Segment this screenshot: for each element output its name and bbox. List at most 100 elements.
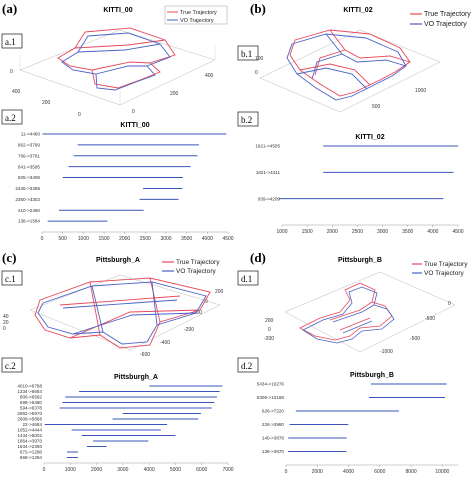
plot3d-d-tick-5: -1000 <box>380 349 393 355</box>
panel-a1-label: a.1 <box>5 37 16 47</box>
category-label: 4010->6788 <box>17 384 42 389</box>
panel-d-label: (d) <box>250 250 266 265</box>
panel-c2-label: c.2 <box>5 361 16 371</box>
category-label: 2445->3396 <box>15 186 40 191</box>
plot3d-a-floor <box>19 29 216 106</box>
category-label: 2360->3302 <box>15 197 40 202</box>
x-tick-label: 2500 <box>352 229 363 235</box>
category-label: 641->3595 <box>18 164 41 169</box>
plot3d-a-tick-6: 200 <box>170 91 179 97</box>
bar-chart-d: Pittsburgh_B 0 2000 4000 6000 8000 10000 5434->… <box>257 372 458 475</box>
category-label: 5306->10168 <box>257 395 285 400</box>
panel-a: (a) KITTI_00 a.1 True Trajectory VO Traj… <box>1 1 234 242</box>
category-label: 5434->10276 <box>257 382 285 387</box>
plot3d-c-tick-7: -200 <box>192 310 202 316</box>
plot3d-d-tick-4: -500 <box>410 336 420 342</box>
x-tick-label: 2000 <box>312 469 323 475</box>
panel-b1-box <box>237 45 259 61</box>
x-tick-label: 3000 <box>377 229 388 235</box>
plot3d-a-tick-2: 400 <box>12 89 21 95</box>
panel-d1-label: d.1 <box>241 274 252 284</box>
plot3d-a-tick-7: 400 <box>205 73 214 79</box>
category-label: 1334->6684 <box>17 389 42 394</box>
plot3d-d-tick-3: -200 <box>264 336 274 342</box>
plot3d-c-tick-6: -600 <box>140 352 150 358</box>
legend-a-true-label: True Trajectory <box>180 10 217 16</box>
plot3d-c-tick-3: 0 <box>3 326 6 332</box>
panel-a1-box <box>1 33 23 49</box>
plot3d-c-tick-9: 200 <box>215 289 224 295</box>
x-tick-label: 3000 <box>160 236 171 242</box>
trajectory-vo-d <box>302 286 395 344</box>
x-tick-label: 0 <box>41 236 44 242</box>
category-label: 505->3409 <box>18 175 41 180</box>
category-label: 2608->5868 <box>17 417 42 422</box>
x-tick-label: 4000 <box>427 229 438 235</box>
category-label: 136->3870 <box>262 449 285 454</box>
panel-a2-label: a.2 <box>5 113 16 123</box>
plot3d-c-tick-2: 20 <box>3 320 9 326</box>
category-label: 1052->4444 <box>17 428 42 433</box>
plot3d-d-tick-1: 200 <box>265 318 274 324</box>
x-tick-label: 4000 <box>144 467 155 473</box>
x-tick-label: 5000 <box>170 467 181 473</box>
x-tick-label: 8000 <box>406 469 417 475</box>
legend-d: True Trajectory VO Trajectory <box>412 261 468 277</box>
plot3d-d-floor <box>284 271 456 353</box>
category-label: 138->1584 <box>18 219 41 224</box>
panel-d1-box <box>237 270 259 286</box>
panel-b1-label: b.1 <box>241 49 252 59</box>
category-label: 868->1294 <box>20 455 43 460</box>
legend-a-vo-label: VO Trajectory <box>180 18 214 24</box>
legend-b-true-label: True Trajectory <box>424 11 471 18</box>
legend-a-box <box>164 5 228 25</box>
bar-chart-title: KITTI_02 <box>355 134 384 141</box>
plot3d-c-tick-4: -200 <box>184 327 194 333</box>
category-label: 698->6480 <box>20 400 43 405</box>
x-tick-label: 1500 <box>302 229 313 235</box>
legend-c: True Trajectory VO Trajectory <box>162 259 220 275</box>
category-label: 862->3799 <box>18 142 41 147</box>
plot3d-b-tick-3: 500 <box>372 104 381 110</box>
plot3d-a-tick-5: 0 <box>132 109 135 115</box>
category-label: 766->3761 <box>18 153 41 158</box>
x-tick-label: 3500 <box>181 236 192 242</box>
x-tick-label: 2000 <box>327 229 338 235</box>
category-label: 22->4684 <box>22 422 42 427</box>
plot3d-c-tick-8: 0 <box>205 299 208 305</box>
plot3d-b-tick-4: 1000 <box>415 88 426 94</box>
plot3d-d-tick-7: 0 <box>448 301 451 307</box>
legend-b: True Trajectory VO Trajectory <box>410 11 471 28</box>
trajectory-true-a <box>57 27 176 89</box>
panel-d-title: Pittsburgh_B <box>338 257 382 264</box>
x-tick-label: 4000 <box>202 236 213 242</box>
legend-a: True Trajectory VO Trajectory <box>164 5 228 25</box>
trajectory-true-d <box>299 282 393 341</box>
panel-b2-box <box>237 111 259 127</box>
x-tick-label: 0 <box>285 469 288 475</box>
trajectory-true-b <box>289 29 411 97</box>
plot3d-d-tick-6: -500 <box>425 316 435 322</box>
panel-b-title: KITTI_02 <box>343 7 372 14</box>
panel-c1-label: c.1 <box>5 274 16 284</box>
x-tick-label: 1500 <box>98 236 109 242</box>
panel-b2-label: b.2 <box>241 115 252 125</box>
x-tick-label: 500 <box>58 236 67 242</box>
bar-chart-b: KITTI_02 1000 1500 2000 2500 3000 3500 4000 4500… <box>255 134 463 235</box>
category-label: 2992->5970 <box>17 411 42 416</box>
panel-c2-box <box>1 357 23 373</box>
category-label: 1434->5002 <box>17 433 42 438</box>
panel-d2-label: d.2 <box>241 361 252 371</box>
legend-b-vo-label: VO Trajectory <box>424 21 467 28</box>
legend-c-true-label: True Trajectory <box>176 259 220 266</box>
bar-chart-c: Pittsburgh_A 0 1000 2000 3000 4000 5000 6000 700… <box>17 374 233 473</box>
plot3d-a-tick-1: 0 <box>10 69 13 75</box>
panel-a2-box <box>1 109 23 125</box>
bar-chart-a: KITTI_00 0 500 1000 1500 2000 2500 3000 3500 4000… <box>15 122 233 242</box>
x-tick-label: 10000 <box>435 469 449 475</box>
trajectory-vo-a <box>61 32 171 91</box>
category-label: 11->4460 <box>21 132 41 137</box>
legend-d-true-label: True Trajectory <box>424 261 468 268</box>
category-label: 594->6378 <box>20 406 43 411</box>
trajectory-vo-c <box>37 281 207 345</box>
